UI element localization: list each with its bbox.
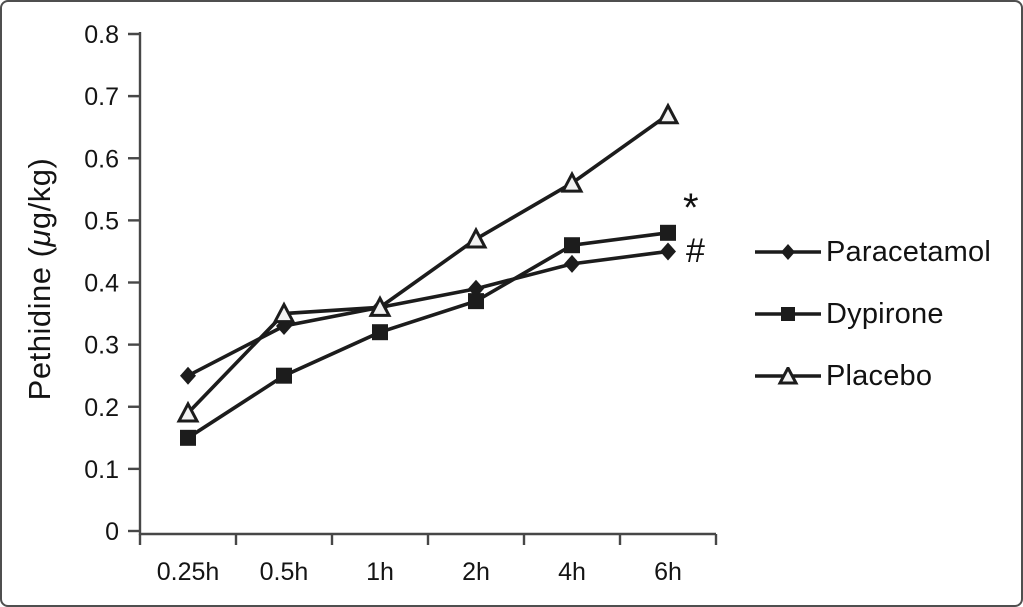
triangle-marker-icon: [777, 367, 799, 385]
square-marker-icon: [781, 307, 795, 321]
y-tick-label: 0.4: [84, 270, 119, 298]
y-tick-label: 0.1: [84, 456, 119, 484]
y-tick-label: 0: [105, 518, 119, 546]
diamond-marker-icon: [660, 242, 676, 261]
triangle-marker-icon: [176, 400, 200, 423]
diamond-marker-icon: [755, 244, 821, 260]
square-marker-icon: [276, 367, 292, 384]
legend-label: Paracetamol: [826, 235, 991, 268]
legend-entry-placebo: Placebo: [753, 356, 991, 396]
diamond-marker-icon: [180, 366, 196, 385]
y-tick-label: 0.7: [84, 83, 119, 111]
square-marker-icon: [468, 293, 484, 310]
y-axis-title-text: Pethidine (: [22, 246, 57, 401]
series-line: [186, 113, 670, 415]
legend-entry-dypirone: Dypirone: [753, 294, 991, 334]
legend: Paracetamol Dypirone Placebo: [753, 232, 991, 418]
x-tick-label: 2h: [462, 558, 490, 586]
square-marker-icon: [755, 307, 821, 321]
y-tick-label: 0.8: [84, 21, 119, 49]
legend-label: Dypirone: [826, 297, 944, 330]
y-tick-label: 0.2: [84, 394, 119, 422]
legend-label: Placebo: [826, 359, 933, 392]
y-axis-title-units: g/kg): [22, 157, 57, 230]
triangle-marker-icon: [656, 102, 680, 125]
y-axis-title: Pethidine (μg/kg): [21, 150, 59, 408]
triangle-marker-icon: [560, 170, 584, 193]
triangle-marker-icon: [755, 367, 821, 385]
diamond-marker-icon: [781, 244, 795, 260]
legend-entry-paracetamol: Paracetamol: [753, 232, 991, 272]
square-marker-icon: [564, 237, 580, 254]
significance-asterisk-annotation: *: [683, 186, 699, 230]
y-tick-label: 0.6: [84, 145, 119, 173]
series-line: [187, 231, 669, 440]
series-line: [187, 249, 669, 378]
series-placebo: [176, 102, 680, 423]
y-axis: 0.8 0.7 0.6 0.5 0.4 0.3 0.2 0.1 0: [84, 21, 140, 546]
x-tick-label: 1h: [366, 558, 394, 586]
significance-hash-annotation: #: [686, 232, 705, 270]
y-tick-label: 0.3: [84, 332, 119, 360]
square-marker-icon: [180, 429, 196, 446]
diamond-marker-icon: [564, 254, 580, 273]
triangle-marker-icon: [464, 226, 488, 249]
mu-symbol: μ: [22, 229, 57, 247]
x-axis: 0.25h 0.5h 1h 2h 4h 6h: [138, 534, 718, 586]
square-marker-icon: [372, 324, 388, 341]
series-dypirone: [180, 224, 676, 446]
series-paracetamol: [180, 242, 676, 385]
x-tick-label: 0.25h: [157, 558, 220, 586]
triangle-marker-icon: [368, 295, 392, 317]
x-tick-label: 0.5h: [260, 558, 309, 586]
x-tick-label: 4h: [558, 558, 586, 586]
square-marker-icon: [660, 224, 676, 241]
y-tick-label: 0.5: [84, 207, 119, 235]
x-tick-label: 6h: [654, 558, 682, 586]
triangle-marker-icon: [272, 301, 296, 324]
axes: [138, 32, 716, 536]
